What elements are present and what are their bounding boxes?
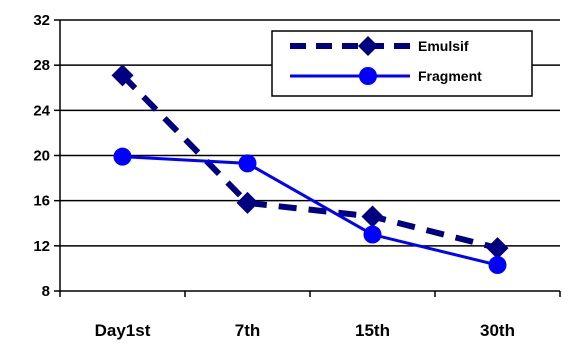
x-tick-label: 7th bbox=[235, 321, 261, 340]
x-tick-label: Day1st bbox=[95, 321, 151, 340]
y-tick-label: 12 bbox=[33, 238, 50, 255]
legend-label-fragment: Fragment bbox=[418, 68, 482, 84]
legend-box bbox=[271, 30, 533, 97]
data-point-emulsif bbox=[361, 205, 384, 228]
y-tick-label: 32 bbox=[33, 12, 50, 29]
legend-marker-fragment bbox=[359, 67, 377, 85]
x-tick-label: 30th bbox=[480, 321, 515, 340]
x-tick-label: 15th bbox=[355, 321, 390, 340]
series-line-emulsif bbox=[120, 73, 499, 252]
data-point-emulsif bbox=[486, 237, 509, 260]
series-group bbox=[111, 64, 509, 275]
legend-label-emulsif: Emulsif bbox=[418, 38, 469, 54]
y-tick-label: 28 bbox=[33, 57, 50, 74]
legend-marker-emulsif bbox=[358, 36, 378, 56]
data-point-emulsif bbox=[236, 191, 259, 214]
data-point-fragment bbox=[363, 225, 382, 244]
series-line-fragment bbox=[122, 155, 498, 267]
data-point-fragment bbox=[238, 154, 257, 173]
y-tick-label: 16 bbox=[33, 193, 50, 210]
y-tick-label: 8 bbox=[42, 283, 50, 300]
legend: Emulsif Fragment bbox=[271, 30, 533, 97]
axes: 8 12 16 20 24 28 32 Day1st 7th 15th 30th bbox=[33, 12, 561, 340]
data-point-fragment bbox=[488, 256, 507, 275]
y-tick-label: 24 bbox=[33, 102, 50, 119]
data-point-emulsif bbox=[111, 64, 134, 87]
y-tick-label: 20 bbox=[33, 148, 50, 165]
data-point-fragment bbox=[113, 147, 132, 166]
